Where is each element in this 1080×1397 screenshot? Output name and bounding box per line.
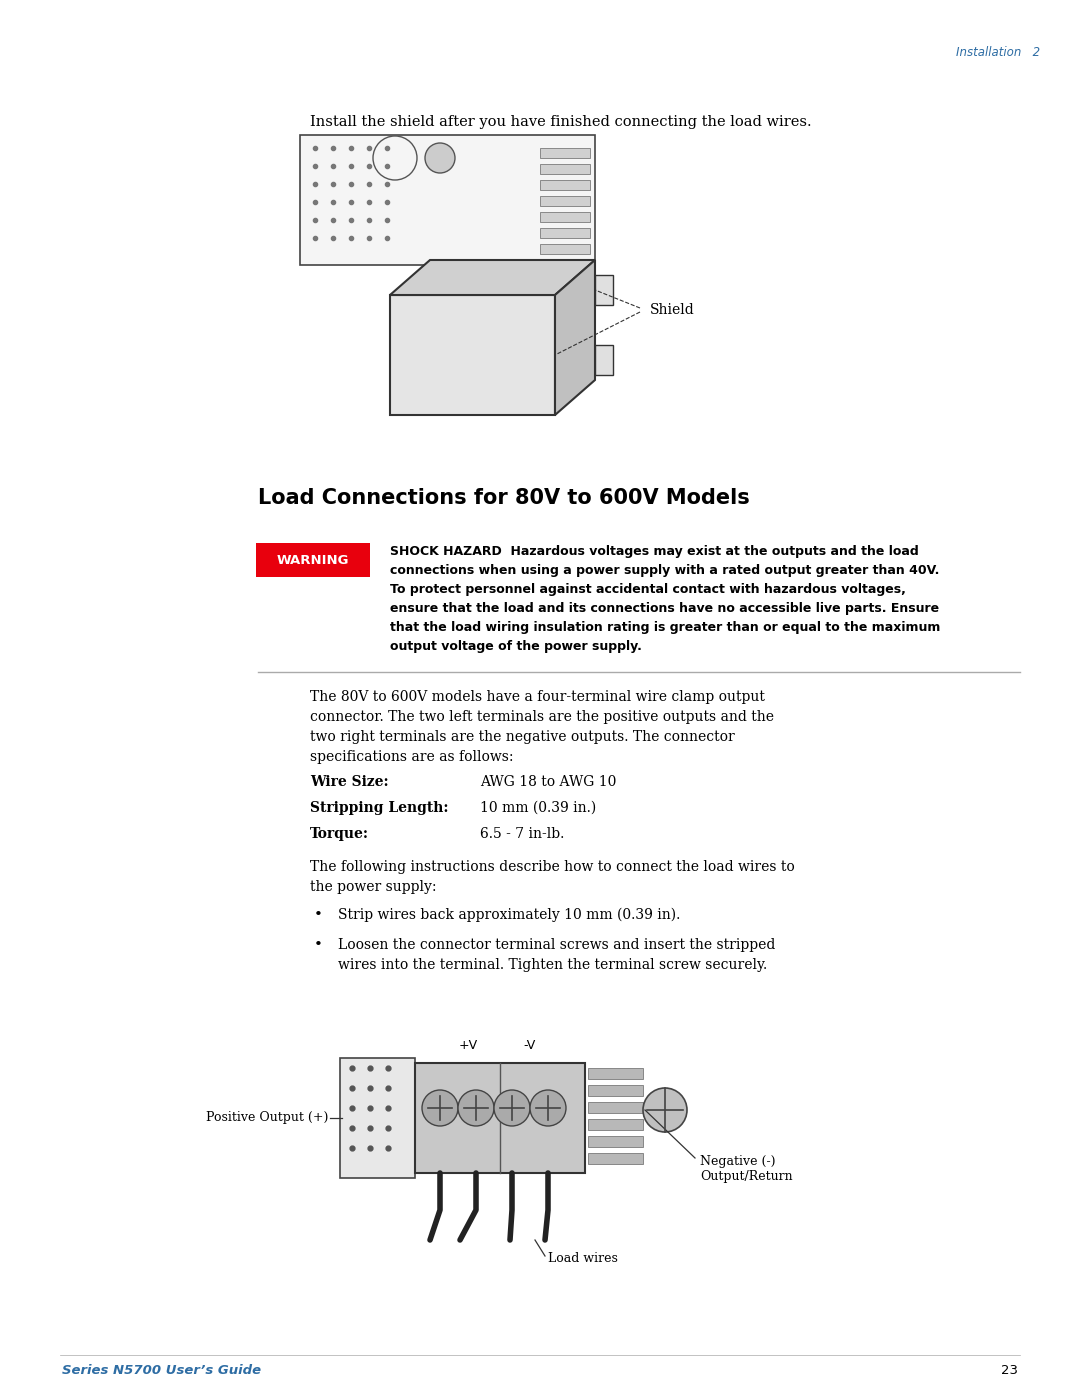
FancyBboxPatch shape (415, 1063, 585, 1173)
Circle shape (494, 1090, 530, 1126)
Text: Install the shield after you have finished connecting the load wires.: Install the shield after you have finish… (310, 115, 812, 129)
Text: connector. The two left terminals are the positive outputs and the: connector. The two left terminals are th… (310, 710, 774, 724)
Text: The 80V to 600V models have a four-terminal wire clamp output: The 80V to 600V models have a four-termi… (310, 690, 765, 704)
Text: the power supply:: the power supply: (310, 880, 436, 894)
Polygon shape (390, 260, 595, 295)
Circle shape (643, 1088, 687, 1132)
Text: two right terminals are the negative outputs. The connector: two right terminals are the negative out… (310, 731, 734, 745)
FancyBboxPatch shape (595, 345, 613, 374)
FancyBboxPatch shape (540, 148, 590, 158)
Circle shape (422, 1090, 458, 1126)
Text: AWG 18 to AWG 10: AWG 18 to AWG 10 (480, 775, 617, 789)
Text: specifications are as follows:: specifications are as follows: (310, 750, 513, 764)
FancyBboxPatch shape (540, 196, 590, 205)
Text: •: • (313, 937, 323, 951)
FancyBboxPatch shape (595, 275, 613, 305)
FancyBboxPatch shape (588, 1153, 643, 1164)
Text: Torque:: Torque: (310, 827, 369, 841)
Text: •: • (313, 908, 323, 922)
Text: 10 mm (0.39 in.): 10 mm (0.39 in.) (480, 800, 596, 814)
FancyBboxPatch shape (540, 180, 590, 190)
FancyBboxPatch shape (540, 228, 590, 237)
Text: 6.5 - 7 in-lb.: 6.5 - 7 in-lb. (480, 827, 565, 841)
FancyBboxPatch shape (390, 295, 555, 415)
Text: Negative (-)
Output/Return: Negative (-) Output/Return (700, 1155, 793, 1183)
FancyBboxPatch shape (588, 1067, 643, 1078)
Text: that the load wiring insulation rating is greater than or equal to the maximum: that the load wiring insulation rating i… (390, 622, 941, 634)
FancyBboxPatch shape (300, 136, 595, 265)
Text: connections when using a power supply with a rated output greater than 40V.: connections when using a power supply wi… (390, 564, 940, 577)
Circle shape (458, 1090, 494, 1126)
Text: Loosen the connector terminal screws and insert the stripped: Loosen the connector terminal screws and… (338, 937, 775, 951)
Text: To protect personnel against accidental contact with hazardous voltages,: To protect personnel against accidental … (390, 583, 906, 597)
Text: SHOCK HAZARD  Hazardous voltages may exist at the outputs and the load: SHOCK HAZARD Hazardous voltages may exis… (390, 545, 919, 557)
FancyBboxPatch shape (540, 212, 590, 222)
FancyBboxPatch shape (588, 1085, 643, 1097)
Text: Load Connections for 80V to 600V Models: Load Connections for 80V to 600V Models (258, 488, 750, 509)
Text: Wire Size:: Wire Size: (310, 775, 389, 789)
Text: Positive Output (+): Positive Output (+) (205, 1112, 328, 1125)
Text: -V: -V (524, 1039, 536, 1052)
Text: WARNING: WARNING (276, 555, 349, 567)
Text: Shield: Shield (650, 303, 694, 317)
Text: 23: 23 (1001, 1363, 1018, 1376)
FancyBboxPatch shape (340, 1058, 415, 1178)
Text: ensure that the load and its connections have no accessible live parts. Ensure: ensure that the load and its connections… (390, 602, 940, 615)
FancyBboxPatch shape (540, 163, 590, 175)
Text: output voltage of the power supply.: output voltage of the power supply. (390, 640, 642, 652)
FancyBboxPatch shape (588, 1136, 643, 1147)
Text: wires into the terminal. Tighten the terminal screw securely.: wires into the terminal. Tighten the ter… (338, 958, 767, 972)
Text: Load wires: Load wires (548, 1252, 618, 1266)
Text: Installation   2: Installation 2 (956, 46, 1040, 59)
Text: The following instructions describe how to connect the load wires to: The following instructions describe how … (310, 861, 795, 875)
FancyBboxPatch shape (588, 1119, 643, 1130)
Circle shape (426, 142, 455, 173)
FancyBboxPatch shape (256, 543, 370, 577)
Text: Stripping Length:: Stripping Length: (310, 800, 448, 814)
Circle shape (530, 1090, 566, 1126)
Text: +V: +V (458, 1039, 477, 1052)
Text: Strip wires back approximately 10 mm (0.39 in).: Strip wires back approximately 10 mm (0.… (338, 908, 680, 922)
Polygon shape (555, 260, 595, 415)
Text: Series N5700 User’s Guide: Series N5700 User’s Guide (62, 1363, 261, 1376)
FancyBboxPatch shape (540, 244, 590, 254)
FancyBboxPatch shape (588, 1102, 643, 1113)
